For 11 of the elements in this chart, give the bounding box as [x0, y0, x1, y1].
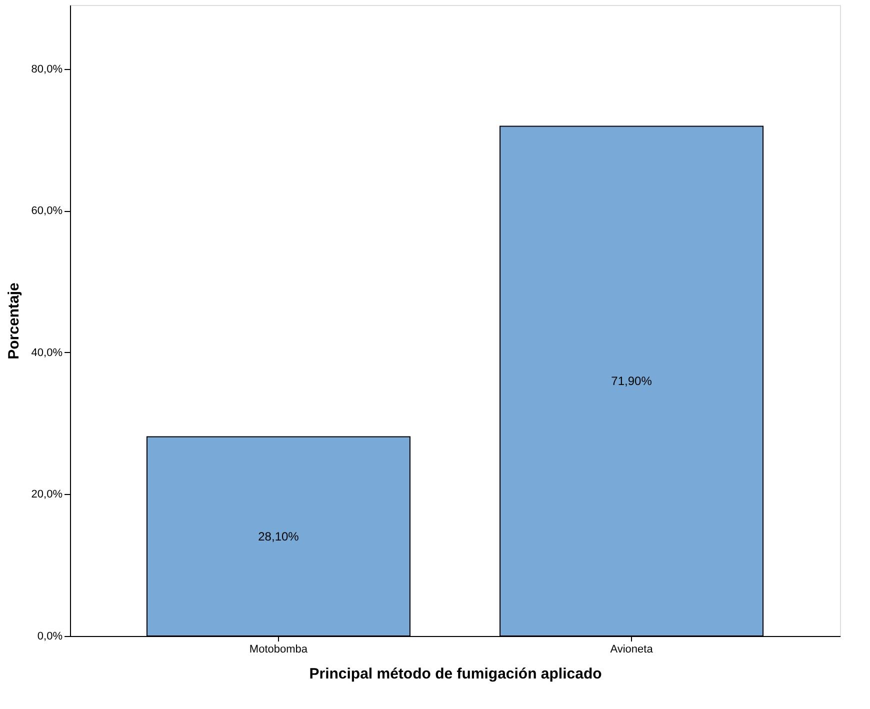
- x-axis-title: Principal método de fumigación aplicado: [309, 666, 602, 682]
- x-tick-label: Avioneta: [610, 644, 654, 656]
- data-label: 71,90%: [611, 374, 652, 388]
- y-tick-label: 80,0%: [31, 63, 63, 76]
- y-tick-label: 40,0%: [31, 346, 63, 359]
- data-label: 28,10%: [258, 529, 300, 544]
- y-tick-label: 60,0%: [31, 205, 63, 218]
- y-axis-title: Porcentaje: [5, 282, 22, 360]
- x-tick-label: Motobomba: [249, 644, 308, 656]
- y-tick-label: 0,0%: [37, 630, 63, 642]
- y-tick-label: 20,0%: [31, 488, 63, 501]
